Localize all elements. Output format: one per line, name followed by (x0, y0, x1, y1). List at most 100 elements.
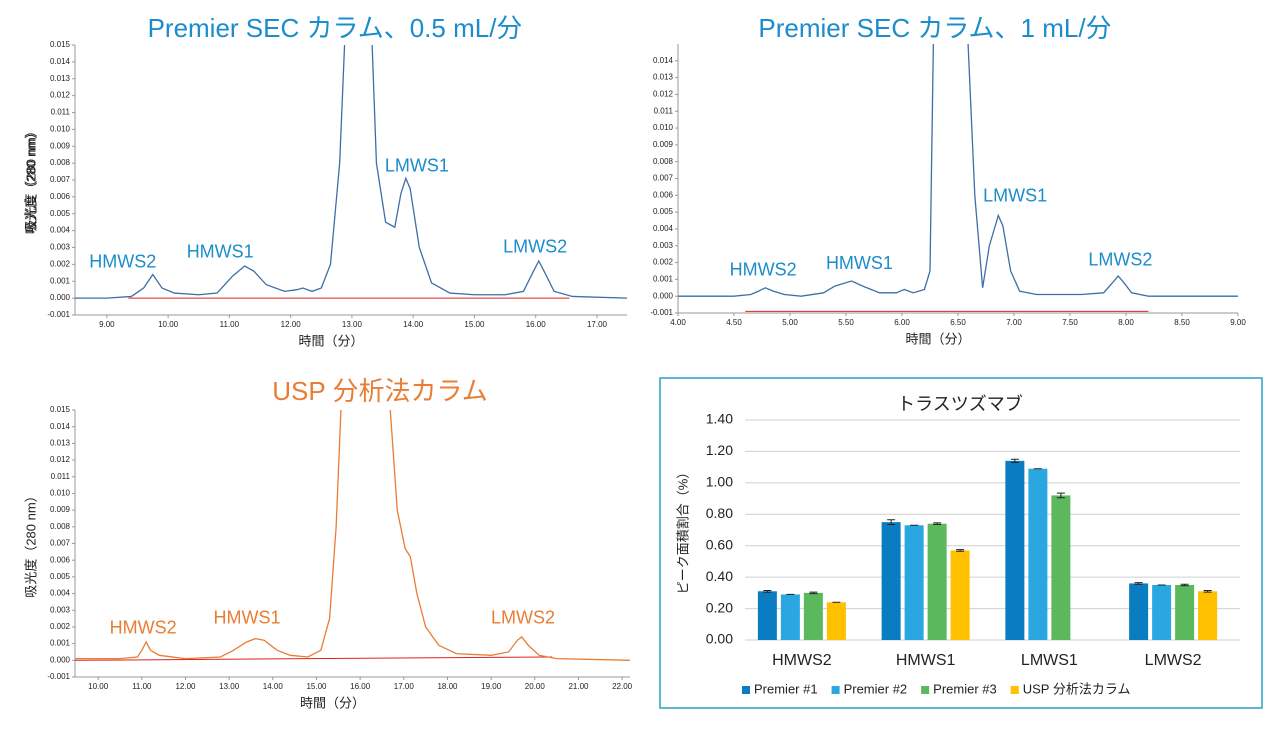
y-tick-label: 1.20 (706, 442, 733, 458)
peak-label: LMWS1 (983, 186, 1047, 206)
y-tick-label: 0.013 (50, 438, 71, 447)
x-tick-label: HMWS1 (896, 652, 956, 669)
legend-swatch (1010, 686, 1019, 694)
error-bar (763, 590, 772, 593)
x-tick-label: 21.00 (568, 682, 589, 691)
x-tick-label: LMWS2 (1145, 652, 1202, 669)
y-tick-label: 0.001 (653, 274, 674, 283)
bar (1175, 585, 1195, 640)
x-tick-label: 20.00 (525, 682, 546, 691)
y-tick-label: 0.20 (706, 599, 733, 615)
y-tick-label: 0.005 (50, 572, 71, 581)
y-tick-label: 0.010 (653, 123, 674, 132)
bar (1005, 460, 1025, 640)
bar (1152, 585, 1172, 640)
y-tick-label: 0.000 (653, 291, 674, 300)
x-tick-label: 19.00 (481, 682, 502, 691)
x-tick-label: 6.50 (950, 318, 966, 327)
peak-label: LMWS2 (503, 236, 567, 256)
y-tick-label: 0.006 (50, 555, 71, 564)
x-tick-label: 6.00 (894, 318, 910, 327)
bar (803, 592, 823, 640)
bar (780, 594, 800, 640)
y-tick-label: 0.003 (50, 243, 71, 252)
error-bar (956, 549, 965, 552)
peak-label: HMWS1 (826, 253, 893, 273)
bar (904, 525, 924, 640)
x-tick-label: 10.00 (88, 682, 109, 691)
y-tick-label: 0.012 (50, 455, 71, 464)
bar (1051, 495, 1071, 640)
x-tick-label: 5.50 (838, 318, 854, 327)
y-tick-label: 0.006 (50, 192, 71, 201)
peak-label: HMWS1 (214, 607, 281, 627)
y-tick-label: 0.003 (50, 605, 71, 614)
x-tick-label: 5.00 (782, 318, 798, 327)
bar (881, 522, 901, 640)
y-tick-label: 0.008 (50, 522, 71, 531)
y-tick-label: 0.012 (50, 91, 71, 100)
x-tick-label: 14.00 (263, 682, 284, 691)
error-bar (1180, 583, 1189, 587)
y-tick-label: 0.013 (50, 74, 71, 83)
y-tick-label: 0.010 (50, 124, 71, 133)
error-bar (1010, 458, 1019, 463)
x-axis-label: 時間（分） (298, 333, 363, 348)
error-bar (1134, 582, 1143, 585)
y-tick-label: -0.001 (47, 672, 70, 681)
x-tick-label: 14.00 (403, 320, 424, 329)
y-tick-label: 0.013 (653, 73, 674, 82)
bar (1198, 591, 1218, 640)
x-tick-label: 13.00 (342, 320, 363, 329)
y-tick-label: 0.007 (653, 174, 674, 183)
y-axis-label: ピーク面積割合（%） (675, 466, 690, 595)
y-tick-label: 0.001 (50, 276, 71, 285)
baseline (74, 656, 553, 661)
chart-title: USP 分析法カラム (272, 376, 487, 406)
peak-label: LMWS2 (1088, 250, 1152, 270)
y-tick-label: 0.002 (653, 258, 674, 267)
y-tick-label: -0.001 (47, 310, 70, 319)
peak-label: HMWS2 (89, 251, 156, 271)
y-tick-label: 0.000 (50, 655, 71, 664)
y-tick-label: 0.009 (653, 140, 674, 149)
y-tick-label: 0.004 (50, 589, 71, 598)
y-tick-label: 0.004 (50, 226, 71, 235)
legend-swatch (831, 686, 840, 694)
y-tick-label: 0.002 (50, 259, 71, 268)
y-tick-label: 1.40 (706, 411, 733, 427)
y-tick-label: 0.80 (706, 505, 733, 521)
bar (826, 602, 846, 640)
x-tick-label: 12.00 (175, 682, 196, 691)
y-axis-label: 吸光度（280 nm） (23, 126, 38, 234)
bar (1028, 468, 1048, 640)
x-tick-label: 13.00 (219, 682, 240, 691)
y-tick-label: 0.011 (51, 108, 71, 117)
y-tick-label: 0.007 (50, 175, 71, 184)
y-tick-label: 0.011 (51, 472, 71, 481)
chart-title: トラスツズマブ (897, 393, 1023, 414)
x-tick-label: 11.00 (132, 682, 152, 691)
error-bar (933, 522, 942, 525)
y-tick-label: 0.014 (653, 56, 674, 65)
peak-label: LMWS2 (491, 607, 555, 627)
y-tick-label: 0.014 (50, 57, 71, 66)
x-tick-label: 7.50 (1062, 318, 1078, 327)
x-tick-label: 22.00 (612, 682, 633, 691)
y-tick-label: -0.001 (650, 308, 673, 317)
x-tick-label: 17.00 (587, 320, 608, 329)
y-tick-label: 0.00 (706, 631, 733, 647)
y-tick-label: 0.40 (706, 568, 733, 584)
y-tick-label: 0.60 (706, 536, 733, 552)
y-tick-label: 0.009 (50, 141, 71, 150)
y-tick-label: 0.015 (50, 405, 71, 414)
y-tick-label: 0.002 (50, 622, 71, 631)
x-tick-label: 8.50 (1174, 318, 1190, 327)
x-axis-label: 時間（分） (905, 331, 970, 346)
y-tick-label: 0.010 (50, 489, 71, 498)
error-bar (887, 519, 896, 525)
x-tick-label: 16.00 (350, 682, 371, 691)
chromatogram-line (678, 43, 1238, 297)
peak-label: HMWS2 (730, 260, 797, 280)
y-tick-label: 0.011 (654, 106, 674, 115)
